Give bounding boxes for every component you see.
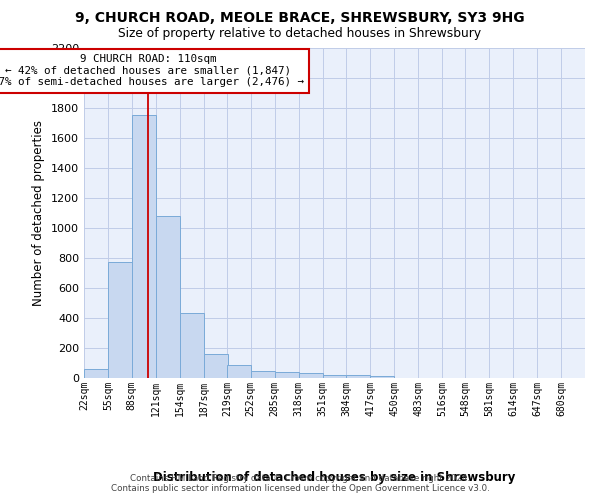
Bar [275,372,299,378]
Bar [203,354,227,378]
Bar [227,365,251,378]
Bar [108,262,132,378]
X-axis label: Distribution of detached houses by size in Shrewsbury: Distribution of detached houses by size … [154,471,515,484]
Text: 9 CHURCH ROAD: 110sqm
← 42% of detached houses are smaller (1,847)
57% of semi-d: 9 CHURCH ROAD: 110sqm ← 42% of detached … [0,54,304,88]
Bar [299,374,323,378]
Bar [346,375,370,378]
Text: Size of property relative to detached houses in Shrewsbury: Size of property relative to detached ho… [118,28,482,40]
Bar [180,313,203,378]
Bar [251,371,275,378]
Bar [132,115,156,378]
Text: 9, CHURCH ROAD, MEOLE BRACE, SHREWSBURY, SY3 9HG: 9, CHURCH ROAD, MEOLE BRACE, SHREWSBURY,… [75,12,525,26]
Y-axis label: Number of detached properties: Number of detached properties [32,120,46,306]
Text: Contains HM Land Registry data © Crown copyright and database right 2024.
Contai: Contains HM Land Registry data © Crown c… [110,474,490,493]
Bar [370,376,394,378]
Bar [323,374,346,378]
Bar [84,369,108,378]
Bar [156,216,180,378]
